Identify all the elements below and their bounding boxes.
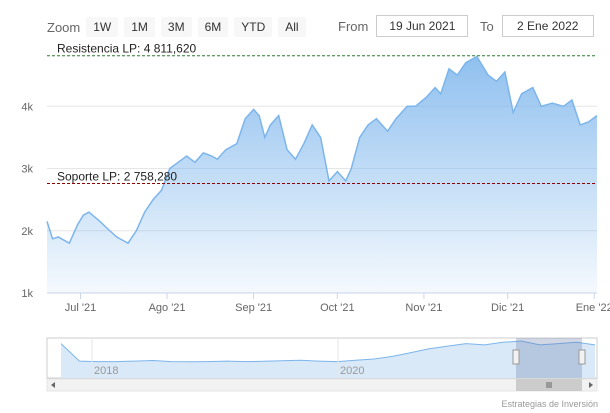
navigator-year-label: 2018 bbox=[94, 365, 118, 377]
range-from: From 19 Jun 2021 bbox=[338, 15, 469, 37]
zoom-all-button[interactable]: All bbox=[278, 17, 306, 37]
zoom-label: Zoom bbox=[47, 19, 81, 35]
from-date-input[interactable]: 19 Jun 2021 bbox=[376, 15, 469, 37]
zoom-1w-button[interactable]: 1W bbox=[86, 17, 119, 37]
zoom-bar: Zoom 1W 1M 3M 6M YTD All bbox=[47, 16, 312, 38]
zoom-6m-button[interactable]: 6M bbox=[197, 17, 229, 37]
support-label: Soporte LP: 2 758,280 bbox=[57, 170, 177, 184]
x-tick-label: Ago '21 bbox=[149, 302, 186, 314]
x-tick-label: Oct '21 bbox=[320, 302, 355, 314]
navigator-handle[interactable] bbox=[578, 349, 586, 365]
to-date-input[interactable]: 2 Ene 2022 bbox=[501, 15, 594, 37]
range-to: To 2 Ene 2022 bbox=[480, 15, 594, 37]
series-area bbox=[47, 56, 597, 293]
x-tick-label: Sep '21 bbox=[235, 302, 272, 314]
zoom-3m-button[interactable]: 3M bbox=[160, 17, 192, 37]
navigator-handle[interactable] bbox=[512, 349, 520, 365]
y-tick-label: 2k bbox=[21, 226, 33, 238]
scroll-left-arrow-icon[interactable] bbox=[51, 382, 55, 388]
x-tick-label: Ene '22 bbox=[576, 302, 610, 314]
resistance-label: Resistencia LP: 4 811,620 bbox=[57, 42, 197, 56]
x-tick-label: Dic '21 bbox=[491, 302, 524, 314]
from-label: From bbox=[338, 18, 369, 34]
x-tick-label: Nov '21 bbox=[405, 302, 442, 314]
scrollbar-track bbox=[46, 378, 598, 392]
y-tick-label: 4k bbox=[21, 101, 33, 113]
zoom-ytd-button[interactable]: YTD bbox=[234, 17, 273, 37]
to-label: To bbox=[480, 18, 494, 34]
y-tick-label: 1k bbox=[21, 288, 33, 300]
navigator-selection bbox=[516, 338, 582, 378]
zoom-1m-button[interactable]: 1M bbox=[124, 17, 155, 37]
scroll-right-arrow-icon[interactable] bbox=[589, 382, 593, 388]
series-line bbox=[46, 55, 598, 245]
x-tick-label: Jul '21 bbox=[65, 302, 96, 314]
navigator-area bbox=[61, 341, 595, 378]
credit-text[interactable]: Estrategias de Inversión bbox=[501, 399, 598, 409]
navigator-year-label: 2020 bbox=[340, 365, 364, 377]
y-tick-label: 3k bbox=[21, 164, 33, 176]
navigator-line bbox=[60, 340, 596, 363]
